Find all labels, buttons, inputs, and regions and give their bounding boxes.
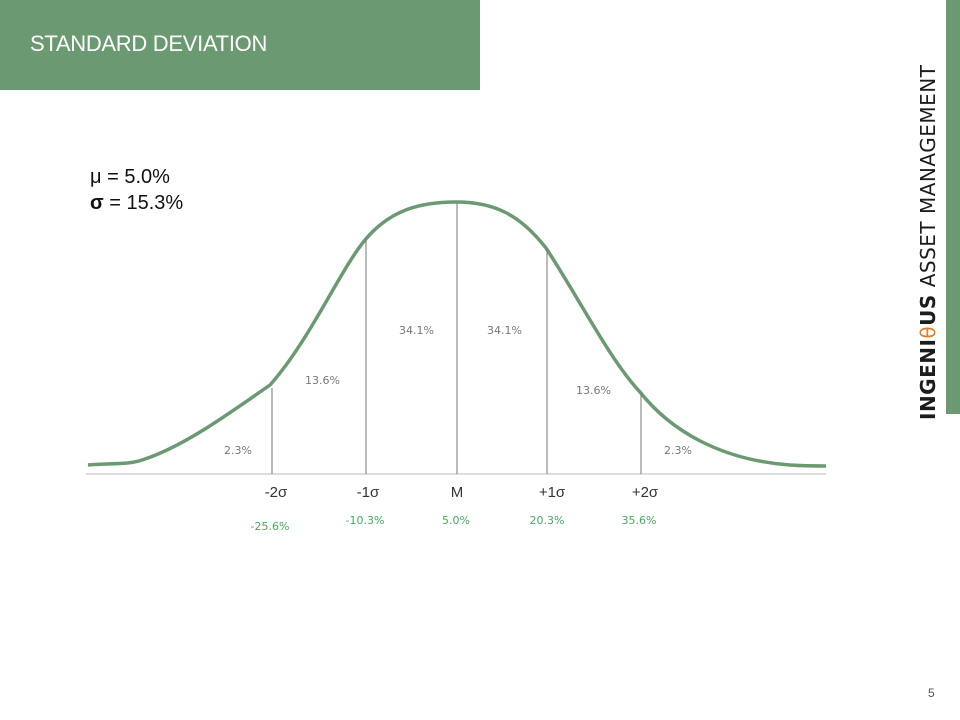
region-pct-2: 13.6% <box>305 374 340 387</box>
sigma-stat: σ = 15.3% <box>90 190 183 216</box>
region-pct-1: 2.3% <box>224 444 252 457</box>
value-plus1: 20.3% <box>530 514 565 527</box>
sigma-symbol: σ <box>90 192 104 214</box>
title-band <box>0 0 480 90</box>
region-pct-3: 34.1% <box>399 324 434 337</box>
value-plus2: 35.6% <box>622 514 657 527</box>
sigma-label-minus2: -2σ <box>265 484 288 501</box>
stats-block: μ = 5.0% σ = 15.3% <box>90 164 183 216</box>
region-pct-4: 34.1% <box>487 324 522 337</box>
sigma-label-minus1: -1σ <box>357 484 380 501</box>
sigma-value: = 15.3% <box>103 192 184 214</box>
region-pct-5: 13.6% <box>576 384 611 397</box>
sigma-label-mean: M <box>451 484 464 501</box>
sigma-label-plus1: +1σ <box>539 484 566 501</box>
sigma-label-plus2: +2σ <box>632 484 659 501</box>
value-mean: 5.0% <box>442 514 470 527</box>
value-minus1: -10.3% <box>346 514 385 527</box>
region-pct-6: 2.3% <box>664 444 692 457</box>
slide-title: STANDARD DEVIATION <box>30 31 268 56</box>
page-number: 5 <box>928 686 935 700</box>
mu-stat: μ = 5.0% <box>90 166 170 188</box>
bell-curve <box>87 200 827 468</box>
value-minus2: -25.6% <box>251 520 290 533</box>
right-accent-bar <box>946 0 960 414</box>
